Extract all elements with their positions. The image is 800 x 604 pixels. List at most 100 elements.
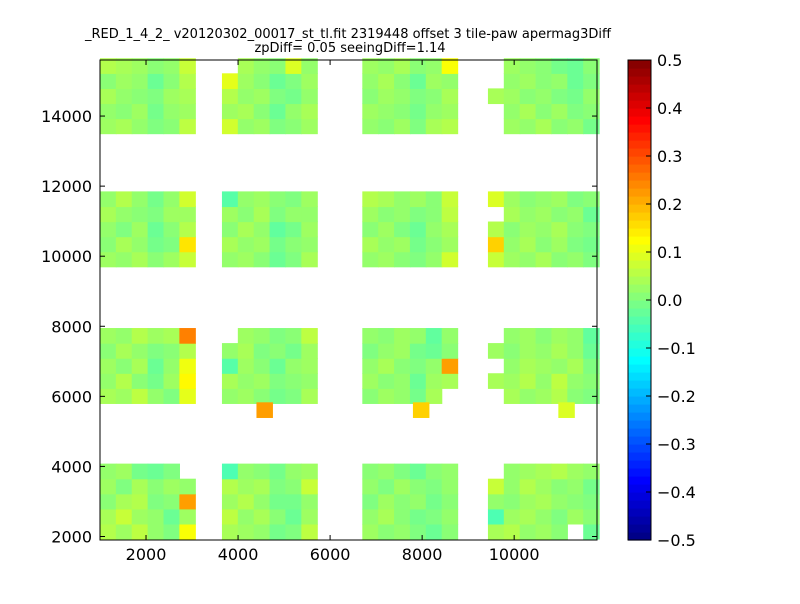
heatmap-cell: [409, 58, 427, 74]
heatmap-cell: [425, 358, 443, 374]
heatmap-cell: [551, 236, 568, 253]
heatmap-cell: [409, 236, 427, 253]
heatmap-cell: [503, 373, 521, 389]
heatmap-cell: [394, 478, 411, 495]
heatmap-cell: [567, 73, 584, 89]
heatmap-cell: [409, 358, 427, 374]
heatmap-cell: [535, 463, 553, 480]
heatmap-cell: [237, 373, 255, 389]
heatmap-cell: [253, 103, 271, 120]
heatmap-cell: [269, 463, 287, 480]
heatmap-cell: [567, 463, 584, 480]
colorbar-segment: [628, 508, 651, 517]
heatmap-cell: [567, 103, 584, 120]
heatmap-cell: [441, 236, 459, 253]
heatmap-cell: [583, 508, 600, 525]
heatmap-cell: [425, 478, 443, 495]
heatmap-cell: [551, 58, 568, 74]
heatmap-cell: [221, 463, 239, 480]
heatmap-cell: [237, 236, 255, 253]
heatmap-cell: [269, 478, 287, 495]
heatmap-cell: [378, 328, 395, 344]
heatmap-cell: [301, 508, 318, 525]
colorbar-segment: [628, 260, 651, 269]
heatmap-cell: [163, 118, 180, 135]
heatmap-cell: [583, 191, 600, 208]
heatmap-cell: [269, 73, 287, 89]
heatmap-cell: [551, 118, 568, 135]
colorbar-segment: [628, 340, 651, 349]
colorbar-segment: [628, 332, 651, 341]
heatmap-cell: [362, 508, 379, 525]
heatmap-cell: [163, 58, 180, 74]
heatmap-cell: [394, 118, 411, 135]
heatmap-cell: [425, 103, 443, 120]
heatmap-cell: [100, 221, 117, 238]
heatmap-cell: [503, 103, 521, 120]
colorbar-tick-label: 0.4: [657, 99, 682, 118]
heatmap-cell: [394, 206, 411, 223]
heatmap-cell: [394, 493, 411, 510]
heatmap-cell: [237, 343, 255, 359]
heatmap-cell: [285, 103, 302, 120]
y-tick-label: 2000: [51, 527, 92, 546]
heatmap-cell: [394, 328, 411, 344]
heatmap-cell: [583, 88, 600, 105]
heatmap-cell: [100, 358, 117, 374]
heatmap-cell: [269, 373, 287, 389]
heatmap-cell: [519, 343, 537, 359]
colorbar-segment: [628, 380, 651, 389]
heatmap-cell: [221, 493, 239, 510]
heatmap-cell: [519, 478, 537, 495]
heatmap-cell: [100, 508, 117, 525]
heatmap-cell: [551, 206, 568, 223]
heatmap-cell: [179, 373, 196, 389]
y-tick-label: 6000: [51, 387, 92, 406]
heatmap-cell: [519, 73, 537, 89]
heatmap-cell: [237, 191, 255, 208]
heatmap-cell: [100, 478, 117, 495]
heatmap-cell: [394, 358, 411, 374]
heatmap-cell: [425, 236, 443, 253]
heatmap-cell: [115, 463, 133, 480]
heatmap-cell: [147, 103, 165, 120]
heatmap-cell: [394, 221, 411, 238]
heatmap-cell: [519, 373, 537, 389]
heatmap-cell: [378, 236, 395, 253]
heatmap-cell: [301, 206, 318, 223]
heatmap-cell: [551, 103, 568, 120]
heatmap-cell: [100, 73, 117, 89]
heatmap-cell: [362, 58, 379, 74]
heatmap-cell: [179, 73, 196, 89]
heatmap-cell: [301, 191, 318, 208]
heatmap-cell: [269, 191, 287, 208]
heatmap-cell: [131, 523, 149, 540]
heatmap-cell: [519, 236, 537, 253]
heatmap-cell: [163, 251, 180, 268]
heatmap-cell: [441, 478, 459, 495]
heatmap-cell: [131, 118, 149, 135]
colorbar-segment: [628, 444, 651, 453]
heatmap-cell: [147, 251, 165, 268]
heatmap-cell: [378, 358, 395, 374]
heatmap-cell: [583, 251, 600, 268]
heatmap-cell: [100, 88, 117, 105]
heatmap-cell: [221, 236, 239, 253]
heatmap-cell: [285, 388, 302, 404]
x-tick-label: 6000: [310, 545, 351, 564]
heatmap-cell: [487, 221, 505, 238]
heatmap-cell: [441, 58, 459, 74]
heatmap-cell: [253, 236, 271, 253]
heatmap-cell: [301, 73, 318, 89]
heatmap-cell: [378, 103, 395, 120]
heatmap-cell: [441, 191, 459, 208]
heatmap-cell: [179, 523, 196, 540]
colorbar-tick-label: 0.3: [657, 147, 682, 166]
heatmap-cell: [362, 103, 379, 120]
heatmap-cell: [131, 221, 149, 238]
heatmap-cell: [378, 463, 395, 480]
heatmap-cell: [487, 493, 505, 510]
heatmap-cell: [567, 206, 584, 223]
heatmap-cell: [487, 478, 505, 495]
heatmap-cell: [221, 118, 239, 135]
